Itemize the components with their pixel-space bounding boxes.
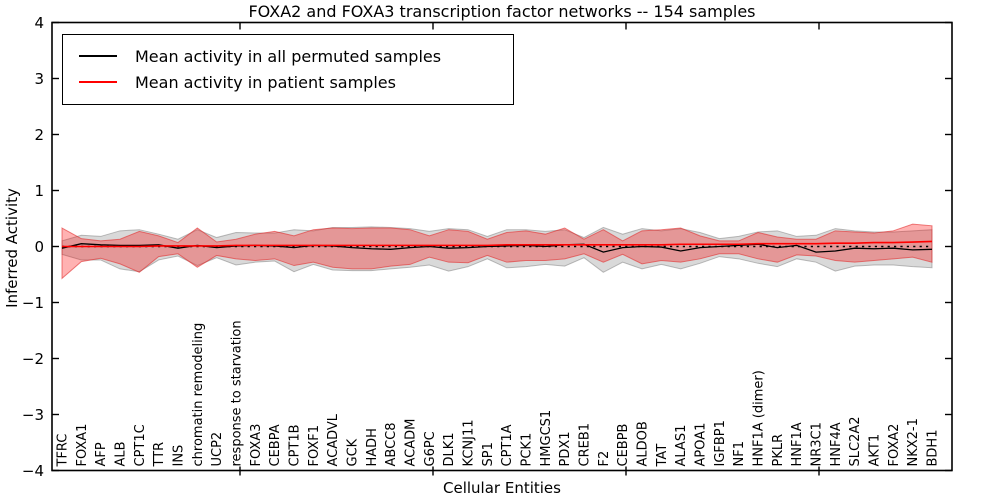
- legend-label-patient: Mean activity in patient samples: [135, 72, 396, 92]
- x-category-label: NKX2-1: [906, 418, 921, 466]
- x-category-label: ACADM: [404, 419, 419, 467]
- x-axis-label: Cellular Entities: [443, 479, 561, 497]
- x-category-label: CEBPB: [616, 424, 631, 467]
- x-category-label: PDX1: [558, 431, 573, 466]
- x-category-label: FOXA3: [249, 424, 264, 467]
- x-category-label: AKT1: [868, 434, 883, 467]
- x-category-label: IGFBP1: [713, 420, 728, 466]
- band-patient: [61, 223, 933, 280]
- x-category-label: HNF4A: [829, 422, 844, 466]
- x-category-label: PCK1: [520, 433, 535, 467]
- x-category-label: HADH: [365, 428, 380, 466]
- x-category-label: CEBPA: [268, 424, 283, 466]
- x-category-label: CPT1A: [500, 424, 515, 466]
- legend: Mean activity in all permuted samples Me…: [62, 34, 514, 105]
- x-category-label: KCNJ11: [462, 420, 477, 467]
- y-tick-label: −3: [22, 406, 44, 424]
- x-category-label: FOXA2: [887, 424, 902, 467]
- x-category-label: NF1: [732, 441, 747, 466]
- x-category-label: INS: [172, 445, 187, 467]
- x-category-label: FOXF1: [307, 425, 322, 467]
- x-category-label: ALB: [114, 441, 129, 466]
- x-category-label: HMGCS1: [539, 410, 554, 467]
- x-category-label: CPT1C: [133, 424, 148, 466]
- x-category-label: TFRC: [56, 434, 71, 468]
- x-category-label: SP1: [481, 442, 496, 466]
- x-category-label: ABCC8: [384, 422, 399, 466]
- y-axis-label: Inferred Activity: [3, 188, 21, 308]
- x-category-label: GCK: [346, 438, 361, 466]
- legend-entry-patient: Mean activity in patient samples: [73, 69, 503, 95]
- legend-line-patient-icon: [79, 81, 117, 83]
- y-tick-label: 2: [34, 126, 44, 144]
- y-tick-label: −2: [22, 350, 44, 368]
- legend-line-permuted-icon: [79, 55, 117, 57]
- x-category-label: DLK1: [442, 432, 457, 466]
- chart-title: FOXA2 and FOXA3 transcription factor net…: [248, 2, 756, 21]
- x-category-label: chromatin remodeling: [191, 323, 206, 467]
- legend-label-permuted: Mean activity in all permuted samples: [135, 46, 442, 66]
- x-category-label: HNF1A (dimer): [752, 370, 767, 466]
- y-tick-label: 4: [34, 14, 44, 32]
- legend-entry-permuted: Mean activity in all permuted samples: [73, 43, 503, 69]
- x-category-label: TAT: [655, 444, 670, 468]
- x-category-label: AFP: [94, 442, 109, 466]
- x-category-label: ALDOB: [636, 421, 651, 466]
- x-category-label: CREB1: [578, 423, 593, 467]
- x-category-label: response to starvation: [230, 320, 245, 466]
- y-tick-label: 3: [34, 70, 44, 88]
- x-category-label: NR3C1: [810, 422, 825, 466]
- x-category-label: ALAS1: [674, 425, 689, 467]
- x-category-label: FOXA1: [75, 424, 90, 467]
- x-category-label: G6PC: [423, 431, 438, 466]
- y-tick-label: −1: [22, 294, 44, 312]
- x-category-label: TTR: [152, 442, 167, 468]
- x-category-label: CPT1B: [288, 424, 303, 466]
- x-category-label: PKLR: [771, 434, 786, 467]
- x-category-label: ACADVL: [326, 413, 341, 466]
- x-category-label: BDH1: [926, 430, 941, 467]
- y-tick-label: −4: [22, 462, 44, 480]
- x-category-label: APOA1: [694, 423, 709, 467]
- y-tick-label: 1: [34, 182, 44, 200]
- x-category-label: HNF1A: [790, 422, 805, 466]
- y-tick-label: 0: [34, 238, 44, 256]
- series-line-patient: [62, 240, 933, 248]
- x-category-label: UCP2: [210, 432, 225, 467]
- x-category-label: SLC2A2: [848, 416, 863, 466]
- x-category-label: F2: [597, 451, 612, 467]
